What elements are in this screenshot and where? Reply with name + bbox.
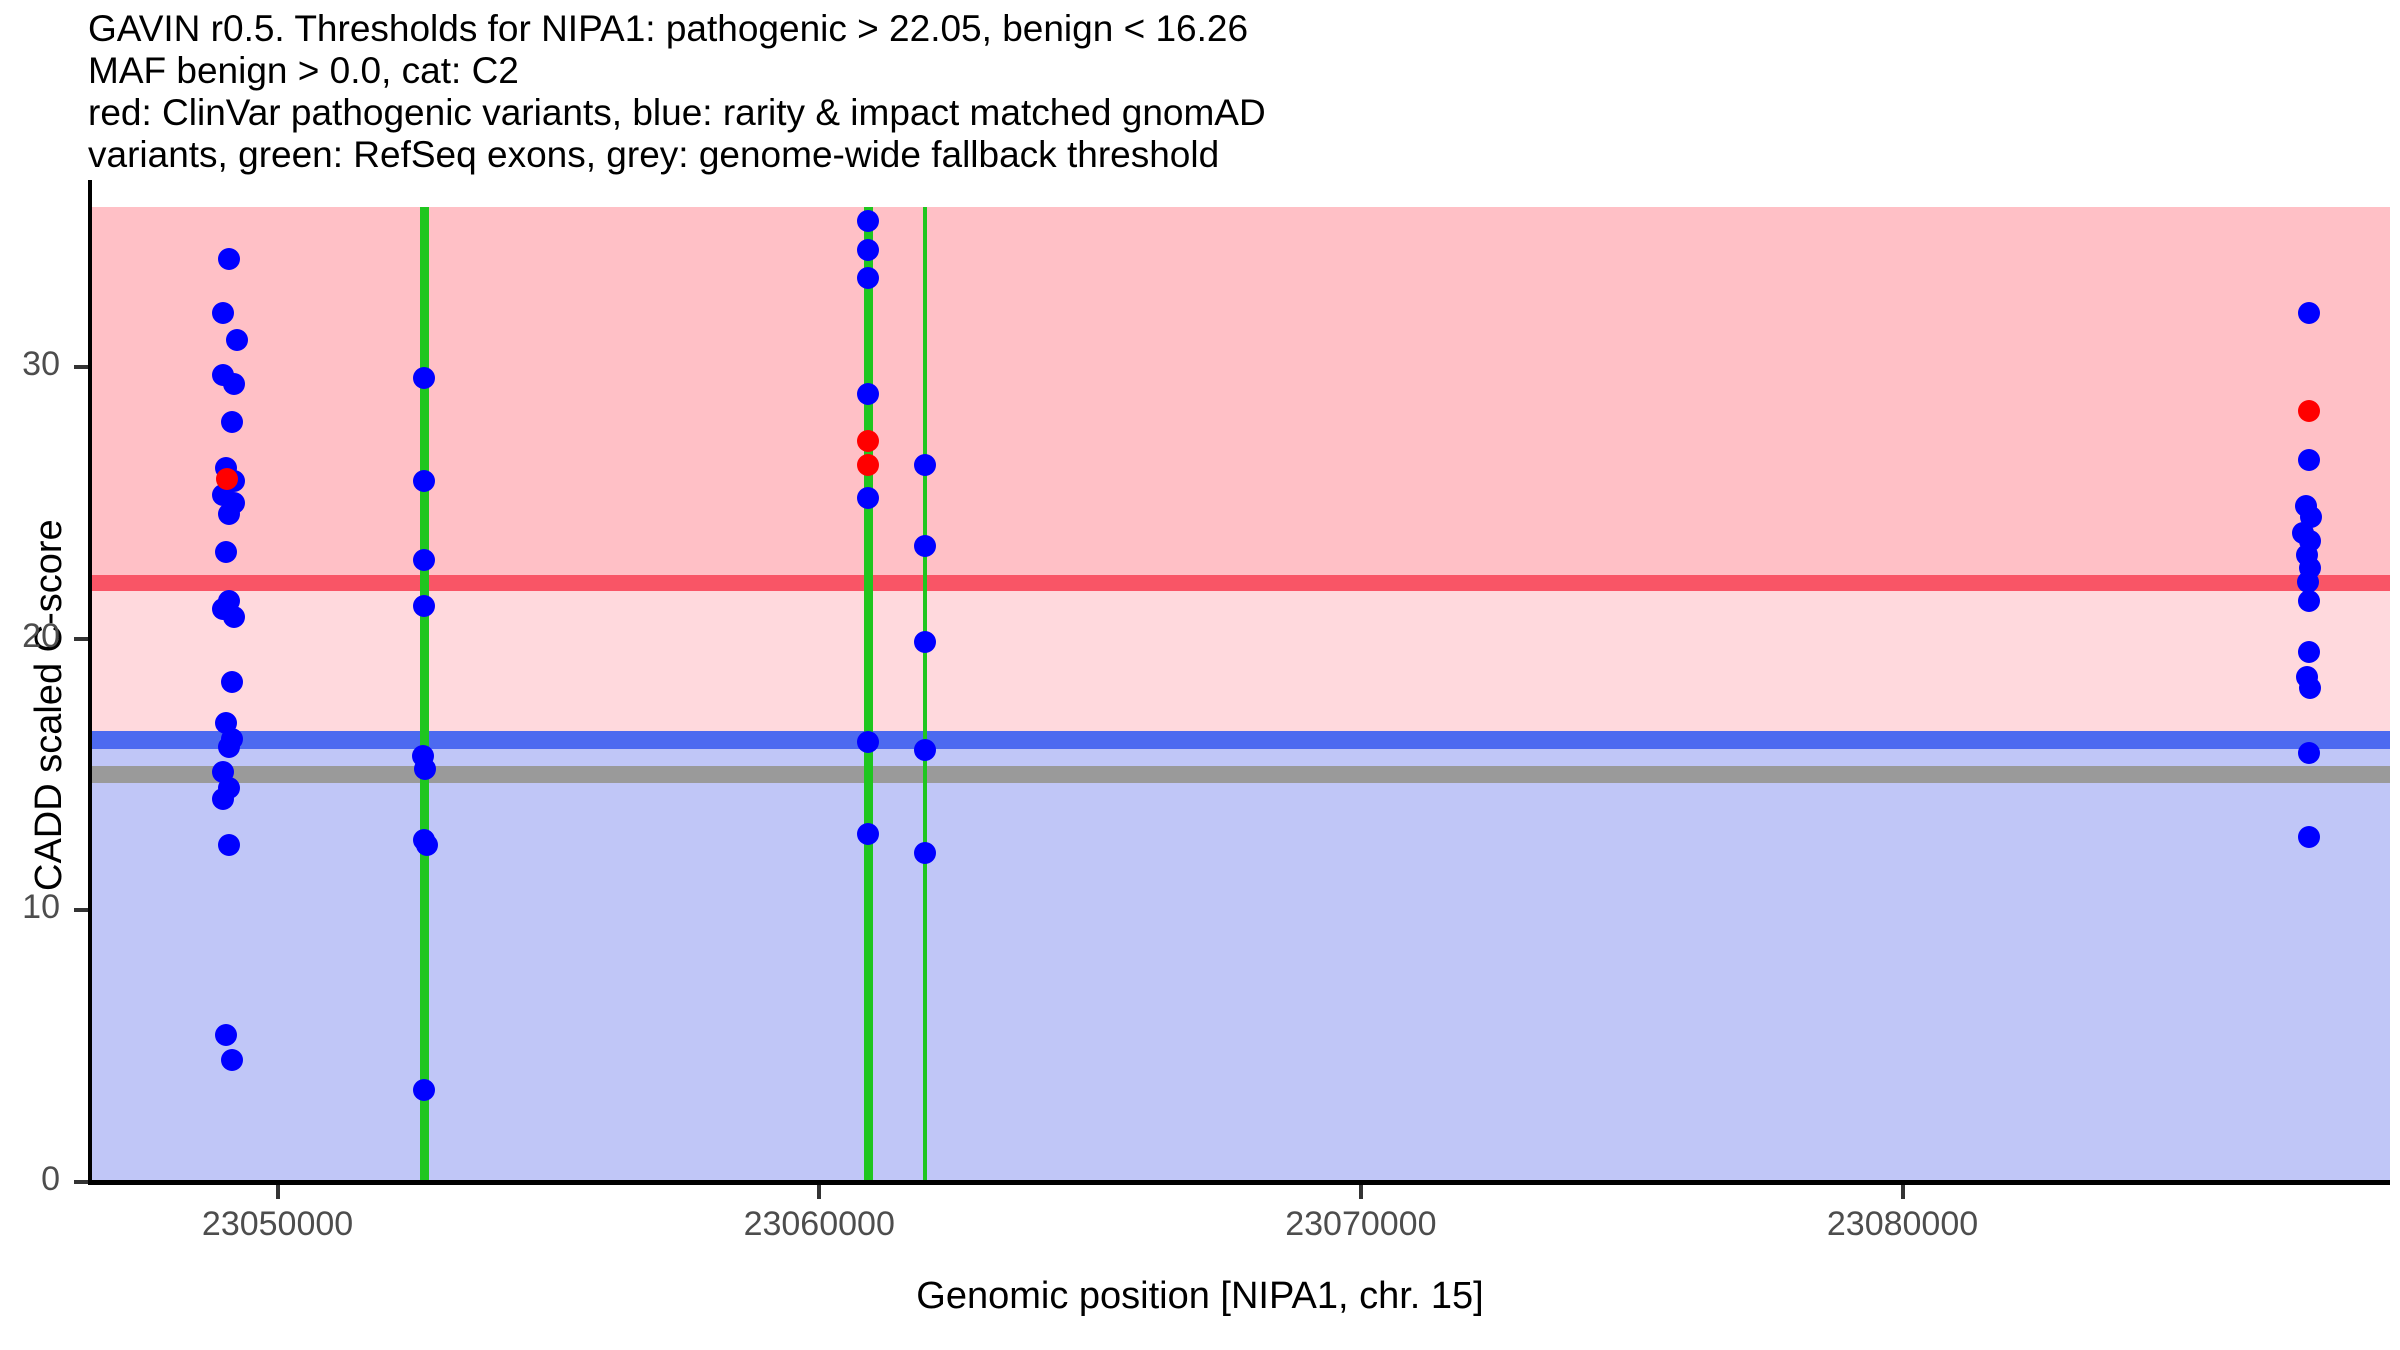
- data-point: [216, 467, 239, 490]
- data-point: [412, 595, 435, 618]
- y-axis-label: CADD scaled C-score: [28, 519, 70, 891]
- data-point: [223, 372, 246, 395]
- exon-line: [419, 207, 429, 1182]
- exon-line: [863, 207, 873, 1182]
- data-point: [225, 329, 248, 352]
- data-point: [2297, 589, 2320, 612]
- data-point: [913, 842, 936, 865]
- x-tick-mark: [1900, 1185, 1905, 1199]
- y-tick-mark: [74, 1180, 88, 1184]
- data-point: [2297, 741, 2320, 764]
- data-point: [913, 454, 936, 476]
- band-pathogenic-threshold-line: [88, 575, 2390, 592]
- band-benign-region: [88, 748, 2390, 1182]
- data-point: [2296, 570, 2319, 593]
- x-tick-mark: [817, 1185, 822, 1199]
- band-ambiguous-region: [88, 591, 2390, 741]
- x-tick-label: 23080000: [1826, 1205, 1979, 1243]
- y-tick-label: 30: [22, 345, 60, 384]
- x-tick-label: 23050000: [201, 1205, 354, 1243]
- x-tick-label: 23060000: [743, 1205, 895, 1243]
- plot-area: [88, 180, 2390, 1182]
- data-point: [913, 535, 936, 558]
- data-point: [856, 209, 879, 232]
- data-point: [212, 788, 235, 811]
- data-point: [856, 239, 879, 262]
- x-axis-line: [88, 1180, 2390, 1185]
- y-tick-mark: [74, 636, 88, 641]
- data-point: [856, 383, 879, 406]
- band-pathogenic-region: [88, 207, 2390, 584]
- data-point: [2299, 676, 2322, 699]
- data-point: [220, 410, 243, 433]
- title-line-2: MAF benign > 0.0, cat: C2: [88, 50, 519, 91]
- x-axis-label: Genomic position [NIPA1, chr. 15]: [916, 1275, 1484, 1317]
- data-point: [2297, 399, 2320, 422]
- band-genome-wide-fallback-line: [88, 766, 2390, 783]
- plot-panel: [88, 180, 2390, 1182]
- data-point: [2297, 826, 2320, 849]
- data-point: [412, 549, 435, 572]
- data-point: [220, 671, 243, 694]
- data-point: [217, 502, 240, 525]
- data-point: [856, 823, 879, 846]
- data-point: [215, 1024, 238, 1047]
- y-tick-label: 0: [41, 1160, 60, 1198]
- data-point: [2297, 301, 2320, 324]
- data-point: [215, 540, 238, 563]
- title-line-4: variants, green: RefSeq exons, grey: gen…: [88, 134, 1220, 175]
- data-point: [2297, 641, 2320, 664]
- data-point: [412, 470, 435, 493]
- data-point: [856, 429, 879, 452]
- data-point: [2297, 448, 2320, 471]
- data-point: [415, 834, 438, 857]
- data-point: [212, 301, 235, 324]
- data-point: [414, 758, 437, 781]
- y-tick-label: 10: [22, 888, 60, 927]
- data-point: [220, 1048, 243, 1071]
- data-point: [856, 266, 879, 289]
- title-line-3: red: ClinVar pathogenic variants, blue: …: [88, 92, 1266, 133]
- y-tick-label: 20: [22, 616, 60, 655]
- data-point: [217, 736, 240, 759]
- chart-title: GAVIN r0.5. Thresholds for NIPA1: pathog…: [88, 8, 2388, 176]
- x-tick-mark: [1358, 1185, 1363, 1199]
- data-point: [856, 486, 879, 509]
- data-point: [223, 606, 246, 629]
- data-point: [913, 630, 936, 653]
- data-point: [217, 834, 240, 857]
- exon-line: [922, 207, 927, 1182]
- y-tick-mark: [74, 365, 88, 370]
- x-tick-mark: [275, 1185, 280, 1199]
- y-axis-line: [88, 180, 92, 1182]
- title-line-1: GAVIN r0.5. Thresholds for NIPA1: pathog…: [88, 8, 1249, 49]
- band-benign-threshold-line: [88, 731, 2390, 749]
- y-tick-mark: [74, 908, 88, 913]
- x-tick-label: 23070000: [1285, 1205, 1437, 1243]
- data-point: [217, 247, 240, 270]
- data-point: [856, 454, 879, 476]
- data-point: [412, 1078, 435, 1101]
- data-point: [412, 367, 435, 390]
- data-point: [913, 739, 936, 762]
- data-point: [856, 731, 879, 754]
